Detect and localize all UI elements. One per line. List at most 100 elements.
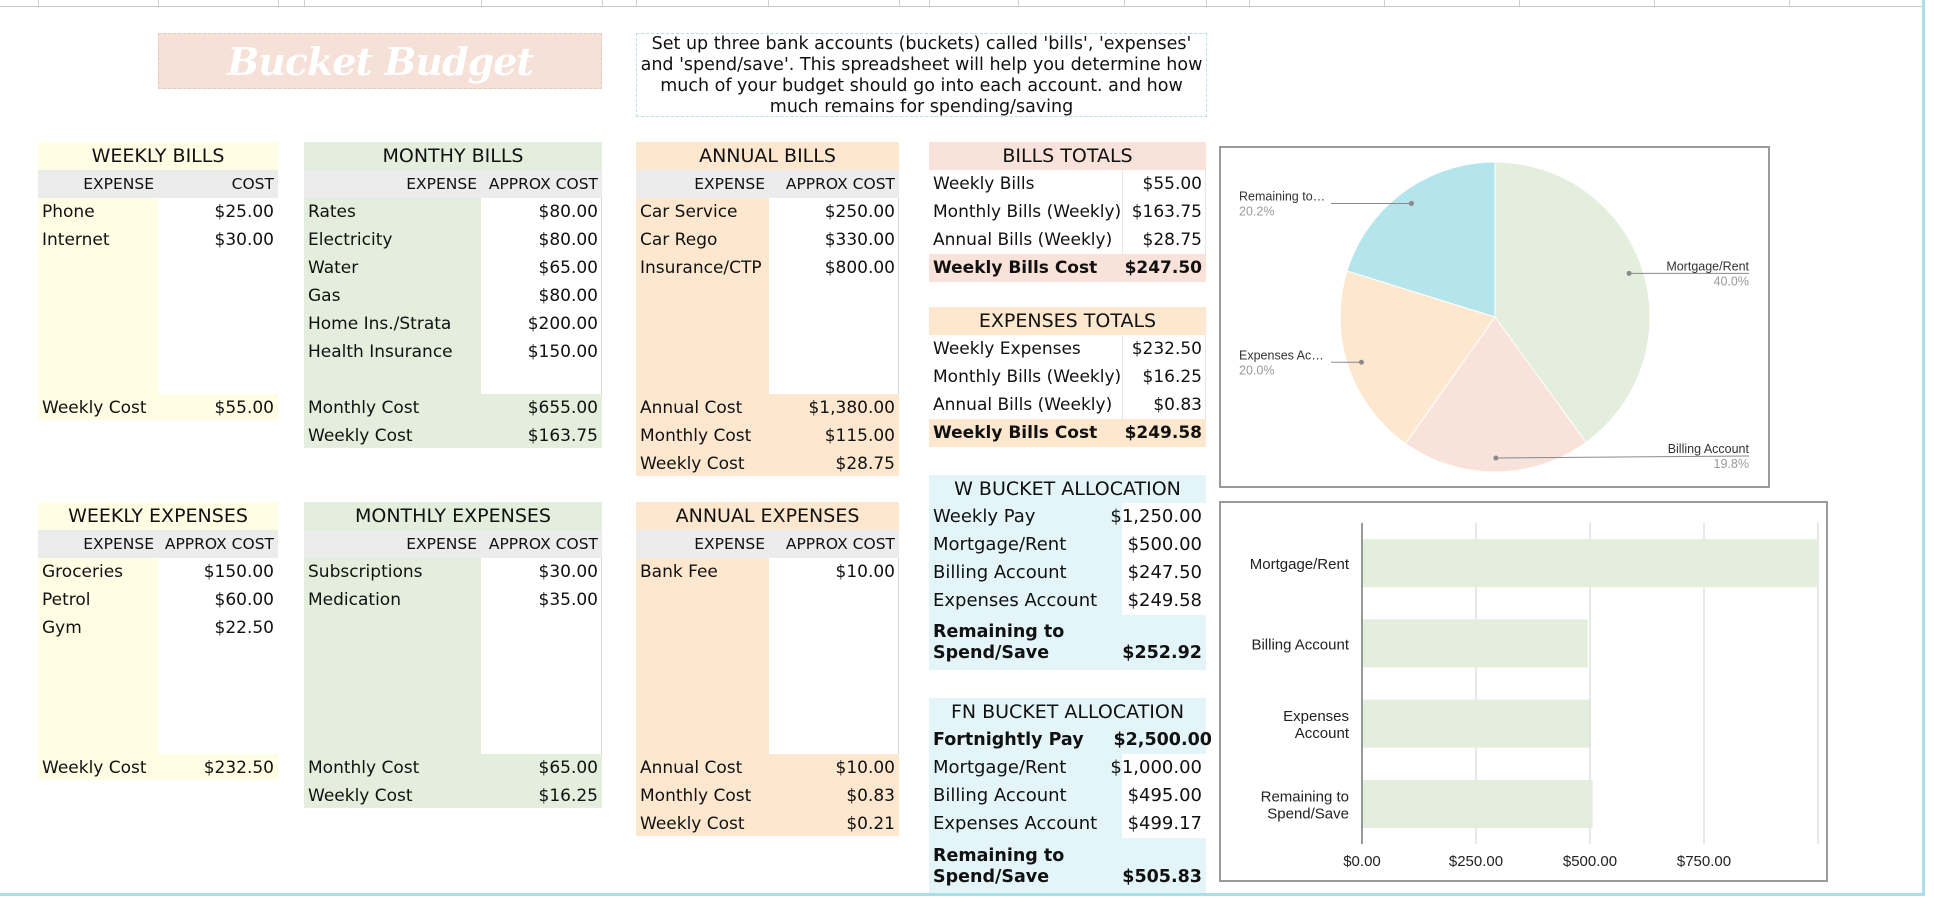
total-row[interactable]: Monthly Cost $115.00 [636,422,899,450]
row-value: $55.00 [1142,174,1202,194]
cell-name: Petrol [42,590,91,610]
total-label: Weekly Bills Cost [933,258,1098,278]
sheet-grid-top [0,0,1922,7]
table-header-row: EXPENSE APPROX COST [38,530,278,558]
total-value: $232.50 [203,758,274,778]
total-row[interactable]: Weekly Cost $232.50 [38,754,278,782]
table-row[interactable]: Annual Bills (Weekly) $28.75 [929,226,1206,254]
table-row[interactable]: Annual Bills (Weekly) $0.83 [929,391,1206,419]
table-row[interactable]: Car Service $250.00 [636,198,899,226]
total-row[interactable]: Weekly Cost $163.75 [304,422,602,450]
row-label: Weekly Bills [933,174,1035,194]
monthly-bills-table: MONTHY BILLS EXPENSE APPROX COST Rates $8… [304,142,602,448]
title-banner[interactable]: Bucket Budget [158,33,602,89]
table-row[interactable]: Monthly Bills (Weekly) $16.25 [929,363,1206,391]
total-row[interactable]: Monthly Cost $65.00 [304,754,602,782]
bar-category-label: Remaining to [1261,788,1349,805]
cell-cost: $30.00 [538,562,598,582]
intro-text-box[interactable]: Set up three bank accounts (buckets) cal… [636,33,1207,117]
column-divider [304,0,305,6]
allocation-pie-chart[interactable]: Mortgage/Rent 40.0% Billing Account 19.8% Ex… [1219,146,1770,488]
table-row[interactable]: Billing Account $247.50 [929,559,1206,587]
table-row[interactable]: Groceries $150.00 [38,558,278,586]
table-row[interactable]: Subscriptions $30.00 [304,558,602,586]
table-row[interactable]: Insurance/CTP $800.00 [636,254,899,282]
table-row[interactable]: Monthly Bills (Weekly) $163.75 [929,198,1206,226]
table-row[interactable]: Expenses Account $249.58 [929,587,1206,615]
table-row[interactable]: Bank Fee $10.00 [636,558,899,586]
expense-column [38,558,158,780]
table-row[interactable]: Phone $25.00 [38,198,278,226]
total-value: $0.21 [846,814,895,834]
cell-name: Rates [308,202,356,222]
total-row[interactable]: Weekly Bills Cost $249.58 [929,419,1206,447]
cost-column [769,198,899,394]
row-value: $16.25 [1142,367,1202,387]
total-row[interactable]: Weekly Cost $0.21 [636,810,899,838]
total-row[interactable]: Monthly Cost $655.00 [304,394,602,422]
table-row[interactable]: Medication $35.00 [304,586,602,614]
row-label: Billing Account [933,785,1067,806]
cost-column [769,558,899,754]
table-row[interactable]: Billing Account $495.00 [929,782,1206,810]
total-row[interactable]: Annual Cost $1,380.00 [636,394,899,422]
row-label: Monthly Bills (Weekly) [933,202,1122,222]
cell-name: Groceries [42,562,124,582]
title-cell [304,502,602,530]
table-row[interactable]: Gas $80.00 [304,282,602,310]
table-row[interactable]: Petrol $60.00 [38,586,278,614]
allocation-bar-chart[interactable]: $0.00 $250.00 $500.00 $750.00 Mortgage/Rent B… [1219,501,1828,882]
table-row[interactable]: Home Ins./Strata $200.00 [304,310,602,338]
table-row[interactable]: Expenses Account $499.17 [929,810,1206,838]
table-row[interactable]: Car Rego $330.00 [636,226,899,254]
column-divider [1789,0,1790,6]
total-value: $115.00 [824,426,895,446]
total-row[interactable]: Weekly Cost $16.25 [304,782,602,810]
cell-cost: $10.00 [835,562,895,582]
total-row[interactable]: Weekly Cost $55.00 [38,394,278,422]
expense-column [38,198,158,420]
table-row[interactable]: Internet $30.00 [38,226,278,254]
column-divider [602,0,603,6]
table-row[interactable]: Weekly Bills $55.00 [929,170,1206,198]
total-label: Weekly Cost [308,426,413,446]
remaining-row[interactable]: Remaining to Spend/Save $505.83 [929,846,1206,890]
header-cell [38,170,278,198]
table-row[interactable]: Weekly Pay $1,250.00 [929,503,1206,531]
row-value: $495.00 [1127,785,1202,806]
total-label: Monthly Cost [640,426,752,446]
total-row[interactable]: Weekly Bills Cost $247.50 [929,254,1206,282]
pie-leader-line [1495,455,1750,459]
table-row[interactable]: Mortgage/Rent $1,000.00 [929,754,1206,782]
remaining-value: $252.92 [1122,643,1202,663]
table-row[interactable]: Health Insurance $150.00 [304,338,602,366]
pie-slice [1404,316,1587,473]
total-row[interactable]: Annual Cost $10.00 [636,754,899,782]
remaining-row[interactable]: Remaining to Spend/Save $252.92 [929,622,1206,666]
table-row[interactable]: Gym $22.50 [38,614,278,642]
table-row[interactable]: Mortgage/Rent $500.00 [929,531,1206,559]
table-row[interactable]: Electricity $80.00 [304,226,602,254]
header-expense: EXPENSE [83,535,154,553]
table-row[interactable]: Weekly Expenses $232.50 [929,335,1206,363]
bar [1363,539,1818,588]
cell-name: Internet [42,230,110,250]
total-row[interactable]: Weekly Cost $28.75 [636,450,899,478]
total-value: $247.50 [1124,258,1202,278]
total-value: $28.75 [835,454,895,474]
table-row[interactable]: Rates $80.00 [304,198,602,226]
table-row[interactable]: Fortnightly Pay $2,500.00 [929,726,1212,754]
total-row[interactable]: Monthly Cost $0.83 [636,782,899,810]
header-expense: EXPENSE [406,175,477,193]
pie-leader-dot [1358,359,1364,365]
column-divider [1654,0,1655,6]
remaining-label-line1: Remaining to [933,622,1065,642]
remaining-label-line2: Spend/Save [933,643,1050,663]
header-expense: EXPENSE [83,175,154,193]
total-value: $65.00 [538,758,598,778]
row-label: Mortgage/Rent [933,757,1067,778]
total-label: Monthly Cost [308,758,420,778]
header-cost: APPROX COST [785,535,895,553]
table-row[interactable]: Water $65.00 [304,254,602,282]
cell-name: Subscriptions [308,562,423,582]
